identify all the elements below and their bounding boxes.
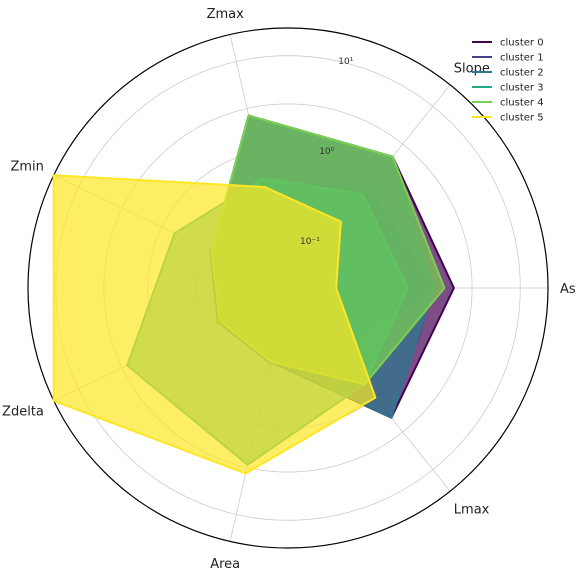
legend-label-1: cluster 1 bbox=[500, 53, 544, 64]
axis-label-lmax: Lmax bbox=[454, 503, 490, 518]
tick-layer: 10⁻¹ 10⁰ 10¹ bbox=[300, 57, 354, 247]
legend-label-0: cluster 0 bbox=[500, 38, 544, 49]
radial-tick-label-1: 10⁰ bbox=[319, 147, 334, 157]
legend: cluster 0 cluster 1 cluster 2 cluster 3 clus… bbox=[472, 38, 544, 124]
axis-label-zdelta: Zdelta bbox=[2, 404, 44, 419]
legend-label-3: cluster 3 bbox=[500, 83, 544, 94]
radial-tick-label-2: 10¹ bbox=[338, 57, 353, 67]
axis-label-slope: Slope bbox=[454, 62, 490, 77]
axis-label-zmin: Zmin bbox=[10, 160, 43, 175]
legend-label-2: cluster 2 bbox=[500, 68, 544, 79]
series-layer bbox=[52, 114, 455, 475]
legend-label-4: cluster 4 bbox=[500, 98, 544, 109]
axis-label-zmax: Zmax bbox=[207, 7, 245, 22]
axis-label-asp: Asp bbox=[560, 282, 576, 297]
outer-frame bbox=[27, 27, 549, 549]
radial-tick-label-0: 10⁻¹ bbox=[300, 237, 320, 247]
legend-label-5: cluster 5 bbox=[500, 113, 544, 124]
axis-label-area: Area bbox=[210, 557, 240, 572]
series-cluster-5 bbox=[52, 174, 377, 475]
